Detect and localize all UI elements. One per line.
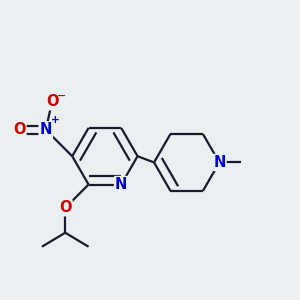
Text: O: O — [46, 94, 58, 109]
Text: O: O — [13, 122, 26, 137]
Text: −: − — [57, 91, 66, 100]
Text: N: N — [115, 177, 128, 192]
Text: N: N — [213, 155, 226, 170]
Text: +: + — [51, 116, 59, 125]
Text: N: N — [40, 122, 52, 137]
Text: O: O — [59, 200, 71, 215]
